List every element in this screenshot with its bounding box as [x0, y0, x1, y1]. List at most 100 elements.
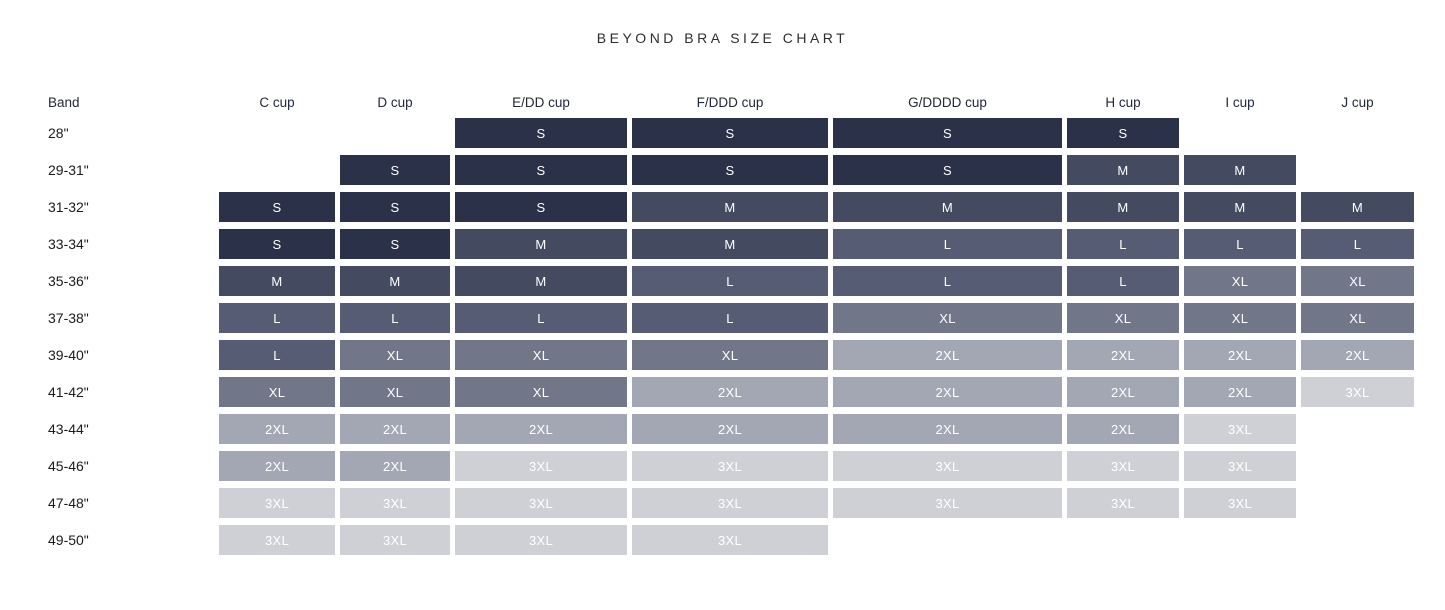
size-cell: S [632, 155, 828, 185]
size-cell-empty [1184, 118, 1296, 148]
size-cell: S [833, 155, 1062, 185]
size-cell: XL [1184, 266, 1296, 296]
size-cell: XL [455, 377, 627, 407]
column-header-1: C cup [259, 95, 295, 110]
size-cell: M [219, 266, 335, 296]
band-row-label: 31-32" [48, 199, 89, 215]
size-cell: M [1301, 192, 1414, 222]
size-cell: 3XL [1067, 451, 1179, 481]
size-table: Band C cup D cup E/DD cup F/DDD cup G/DDDD cu… [48, 95, 1445, 555]
size-cell: 2XL [833, 377, 1062, 407]
band-row-label: 33-34" [48, 236, 89, 252]
size-cell: 2XL [1067, 414, 1179, 444]
size-cell: 3XL [1301, 377, 1414, 407]
size-cell-empty [1301, 155, 1414, 185]
column-header-2: D cup [377, 95, 413, 110]
size-cell: XL [632, 340, 828, 370]
size-cell: 3XL [455, 488, 627, 518]
size-cell: S [340, 229, 450, 259]
size-cell: 3XL [340, 488, 450, 518]
size-cell: 2XL [340, 414, 450, 444]
column-header-7: I cup [1225, 95, 1255, 110]
size-cell-empty [1301, 451, 1414, 481]
column-header-8: J cup [1341, 95, 1374, 110]
size-cell: M [1067, 155, 1179, 185]
size-cell: 2XL [1184, 377, 1296, 407]
size-cell: L [632, 303, 828, 333]
size-cell: 3XL [632, 488, 828, 518]
size-cell: L [340, 303, 450, 333]
size-cell: M [340, 266, 450, 296]
band-row-label: 47-48" [48, 495, 89, 511]
size-cell-empty [833, 525, 1062, 555]
size-cell: S [833, 118, 1062, 148]
size-cell: 3XL [1184, 451, 1296, 481]
size-cell: M [1184, 192, 1296, 222]
size-cell: L [455, 303, 627, 333]
column-header-band: Band [48, 95, 80, 110]
size-cell: XL [833, 303, 1062, 333]
band-row-label: 37-38" [48, 310, 89, 326]
size-cell: 2XL [340, 451, 450, 481]
size-cell: 3XL [219, 488, 335, 518]
size-cell-empty [219, 155, 335, 185]
size-cell: L [1184, 229, 1296, 259]
column-header-4: F/DDD cup [696, 95, 764, 110]
size-cell: 3XL [340, 525, 450, 555]
band-row-label: 35-36" [48, 273, 89, 289]
size-cell: 2XL [219, 414, 335, 444]
size-cell-empty [1067, 525, 1179, 555]
size-cell: M [1184, 155, 1296, 185]
band-row-label: 41-42" [48, 384, 89, 400]
size-cell: L [833, 229, 1062, 259]
size-cell: M [833, 192, 1062, 222]
size-cell-empty [1184, 525, 1296, 555]
size-cell: XL [455, 340, 627, 370]
size-cell: 3XL [632, 451, 828, 481]
page-title: BEYOND BRA SIZE CHART [596, 30, 849, 46]
size-cell: 2XL [219, 451, 335, 481]
band-row-label: 29-31" [48, 162, 89, 178]
column-header-5: G/DDDD cup [908, 95, 987, 110]
size-cell: S [455, 118, 627, 148]
size-cell: 2XL [1067, 340, 1179, 370]
size-cell: 2XL [833, 340, 1062, 370]
band-row-label: 39-40" [48, 347, 89, 363]
size-cell: S [1067, 118, 1179, 148]
size-cell: M [455, 229, 627, 259]
size-cell: 3XL [833, 451, 1062, 481]
size-cell: L [1301, 229, 1414, 259]
size-cell: 2XL [1067, 377, 1179, 407]
size-cell: S [455, 192, 627, 222]
band-row-label: 45-46" [48, 458, 89, 474]
size-cell: XL [340, 377, 450, 407]
size-cell: 2XL [833, 414, 1062, 444]
size-cell: M [1067, 192, 1179, 222]
band-row-label: 49-50" [48, 532, 89, 548]
band-row-label: 28" [48, 125, 69, 141]
size-cell: S [340, 192, 450, 222]
size-cell: M [632, 192, 828, 222]
size-cell: M [455, 266, 627, 296]
size-cell: S [219, 192, 335, 222]
size-cell: 3XL [455, 451, 627, 481]
size-cell-empty [219, 118, 335, 148]
size-cell: XL [1067, 303, 1179, 333]
size-cell: 3XL [1067, 488, 1179, 518]
size-cell: 3XL [833, 488, 1062, 518]
size-cell: L [1067, 229, 1179, 259]
size-cell: 2XL [632, 414, 828, 444]
band-row-label: 43-44" [48, 421, 89, 437]
size-cell: S [455, 155, 627, 185]
size-cell: 3XL [455, 525, 627, 555]
size-cell: S [632, 118, 828, 148]
size-cell: 3XL [632, 525, 828, 555]
size-cell: 3XL [1184, 414, 1296, 444]
size-cell-empty [1301, 488, 1414, 518]
size-cell-empty [1301, 525, 1414, 555]
size-cell-empty [1301, 414, 1414, 444]
size-cell: L [833, 266, 1062, 296]
size-cell: 2XL [1301, 340, 1414, 370]
size-cell: L [1067, 266, 1179, 296]
